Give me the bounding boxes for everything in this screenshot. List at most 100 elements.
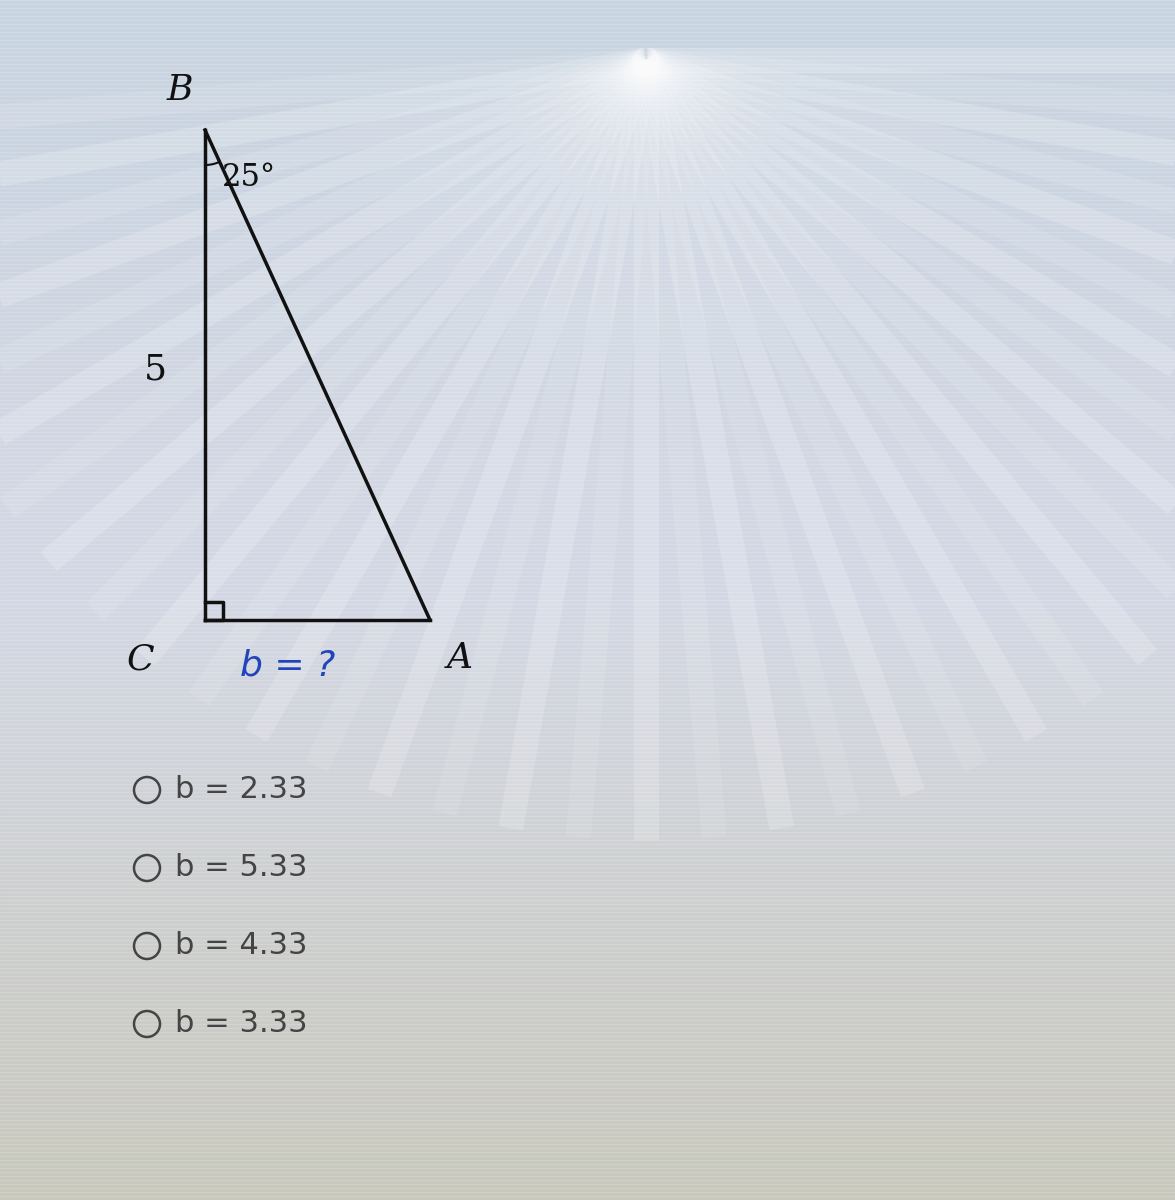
Bar — [0, 636, 1175, 642]
Bar — [0, 426, 1175, 432]
Bar — [0, 1020, 1175, 1026]
Bar — [0, 870, 1175, 876]
Bar — [0, 132, 1175, 138]
Bar — [0, 474, 1175, 480]
Bar — [0, 960, 1175, 966]
Bar — [0, 240, 1175, 246]
Bar — [0, 516, 1175, 522]
Bar — [0, 60, 1175, 66]
Bar — [0, 1008, 1175, 1014]
Bar — [0, 216, 1175, 222]
Bar — [0, 288, 1175, 294]
Bar — [0, 678, 1175, 684]
Bar — [0, 732, 1175, 738]
Bar — [0, 558, 1175, 564]
Bar — [0, 978, 1175, 984]
Text: b = 3.33: b = 3.33 — [175, 1009, 308, 1038]
Bar — [0, 48, 1175, 54]
Bar — [0, 318, 1175, 324]
Bar — [0, 180, 1175, 186]
Bar — [0, 114, 1175, 120]
Bar — [0, 276, 1175, 282]
Bar — [0, 66, 1175, 72]
Text: b = 4.33: b = 4.33 — [175, 931, 308, 960]
Bar — [0, 438, 1175, 444]
Bar — [0, 564, 1175, 570]
Bar — [0, 90, 1175, 96]
Bar — [0, 1014, 1175, 1020]
Bar — [0, 942, 1175, 948]
Bar — [0, 624, 1175, 630]
Bar — [0, 126, 1175, 132]
Bar — [0, 1074, 1175, 1080]
Bar — [0, 300, 1175, 306]
Bar — [0, 816, 1175, 822]
Bar — [0, 1062, 1175, 1068]
Bar — [0, 876, 1175, 882]
Bar — [0, 396, 1175, 402]
Bar — [0, 252, 1175, 258]
Bar — [0, 1134, 1175, 1140]
Bar — [0, 174, 1175, 180]
Bar — [0, 990, 1175, 996]
Bar — [0, 138, 1175, 144]
Bar — [0, 1026, 1175, 1032]
Bar — [0, 306, 1175, 312]
Bar — [0, 486, 1175, 492]
Bar — [0, 744, 1175, 750]
Bar — [0, 606, 1175, 612]
Bar — [0, 84, 1175, 90]
Bar — [0, 270, 1175, 276]
Bar — [0, 1194, 1175, 1200]
Bar — [0, 714, 1175, 720]
Bar — [0, 858, 1175, 864]
Bar — [0, 498, 1175, 504]
Bar — [0, 924, 1175, 930]
Bar — [0, 1158, 1175, 1164]
Text: b = 5.33: b = 5.33 — [175, 853, 308, 882]
Bar — [0, 360, 1175, 366]
Bar — [0, 420, 1175, 426]
Bar — [0, 150, 1175, 156]
Bar — [0, 852, 1175, 858]
Bar — [0, 750, 1175, 756]
Bar — [0, 402, 1175, 408]
Bar — [0, 534, 1175, 540]
Bar — [0, 186, 1175, 192]
Bar — [0, 834, 1175, 840]
Bar — [0, 948, 1175, 954]
Bar — [0, 1104, 1175, 1110]
Bar — [0, 294, 1175, 300]
Bar — [0, 774, 1175, 780]
Text: b = 2.33: b = 2.33 — [175, 775, 308, 804]
Bar — [0, 330, 1175, 336]
Bar — [0, 1152, 1175, 1158]
Bar — [0, 594, 1175, 600]
Bar — [0, 348, 1175, 354]
Bar — [0, 258, 1175, 264]
Bar — [0, 1116, 1175, 1122]
Bar — [0, 654, 1175, 660]
Bar — [0, 1110, 1175, 1116]
Bar — [0, 1050, 1175, 1056]
Bar — [0, 450, 1175, 456]
Bar — [0, 456, 1175, 462]
Bar — [0, 840, 1175, 846]
Bar — [0, 906, 1175, 912]
Bar — [0, 1068, 1175, 1074]
Bar — [0, 222, 1175, 228]
Bar — [0, 972, 1175, 978]
Bar — [0, 264, 1175, 270]
Bar — [0, 72, 1175, 78]
Text: b = ?: b = ? — [240, 648, 335, 682]
Bar — [0, 1002, 1175, 1008]
Bar — [0, 618, 1175, 624]
Bar — [0, 312, 1175, 318]
Bar — [0, 78, 1175, 84]
Bar — [0, 1098, 1175, 1104]
Bar — [0, 1080, 1175, 1086]
Bar — [0, 1170, 1175, 1176]
Bar — [0, 120, 1175, 126]
Bar — [0, 642, 1175, 648]
Bar — [0, 1164, 1175, 1170]
